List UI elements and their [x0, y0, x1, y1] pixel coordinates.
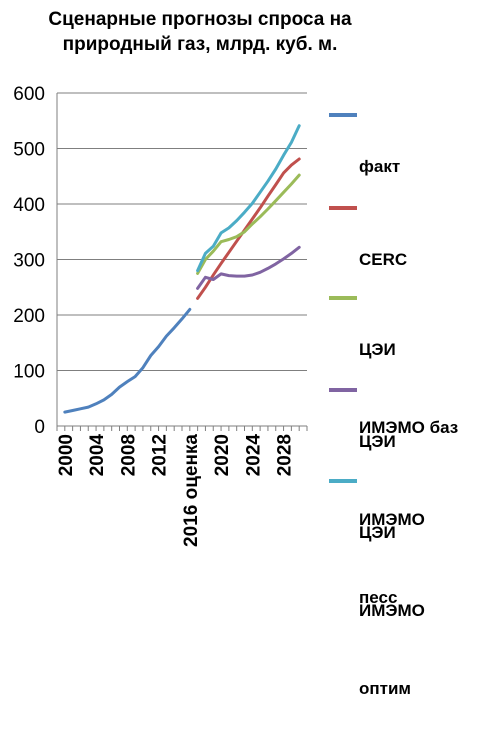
legend-swatch	[329, 113, 357, 117]
x-tick-label: 2000	[56, 434, 77, 476]
y-tick-label: 200	[13, 306, 45, 327]
chart-title-line-2: природный газ, млрд. куб. м.	[62, 34, 338, 55]
x-tick-label: 2024	[243, 434, 264, 477]
y-tick-label: 100	[13, 362, 45, 383]
y-tick-labels: 0 100 200 300 400 500 600	[13, 84, 45, 438]
series-line-3	[196, 245, 301, 290]
series-line-0	[63, 307, 192, 414]
x-tick-label: 2012	[150, 434, 171, 476]
axes	[56, 93, 308, 431]
legend-label: ЦЭИ ИМЭМО оптим	[359, 523, 425, 698]
legend-label: ЦЭИ ИМЭМО баз	[359, 340, 459, 437]
legend-label: факт	[359, 157, 401, 176]
x-tick-label: 2020	[212, 434, 233, 476]
x-tick-label: 2016 оценка	[181, 434, 202, 547]
series-lines	[63, 124, 301, 414]
series-line-4	[196, 124, 301, 273]
legend-swatch	[329, 206, 357, 210]
chart-plot: 0 100 200 300 400 500 600 2000 2004 2008 2012 2016…	[13, 84, 308, 547]
grid-lines	[57, 92, 307, 371]
x-tick-label: 2008	[118, 434, 139, 476]
legend-swatch	[329, 296, 357, 300]
chart-container: Сценарные прогнозы спроса на природный г…	[13, 9, 459, 698]
series-line-1	[196, 157, 301, 300]
y-tick-label: 0	[34, 417, 45, 438]
legend-swatch	[329, 388, 357, 392]
series-line-2	[196, 173, 301, 275]
y-tick-label: 600	[13, 84, 45, 105]
chart-title-line-1: Сценарные прогнозы спроса на	[48, 9, 352, 30]
x-tick-labels: 2000 2004 2008 2012 2016 оценка 2020 2024 2028	[56, 434, 296, 547]
legend-label: CERC	[359, 250, 408, 269]
y-tick-label: 400	[13, 195, 45, 216]
legend-swatch	[329, 479, 357, 483]
x-tick-label: 2028	[275, 434, 296, 476]
x-tick-label: 2004	[87, 434, 108, 477]
y-tick-label: 500	[13, 140, 45, 161]
y-tick-label: 300	[13, 251, 45, 272]
